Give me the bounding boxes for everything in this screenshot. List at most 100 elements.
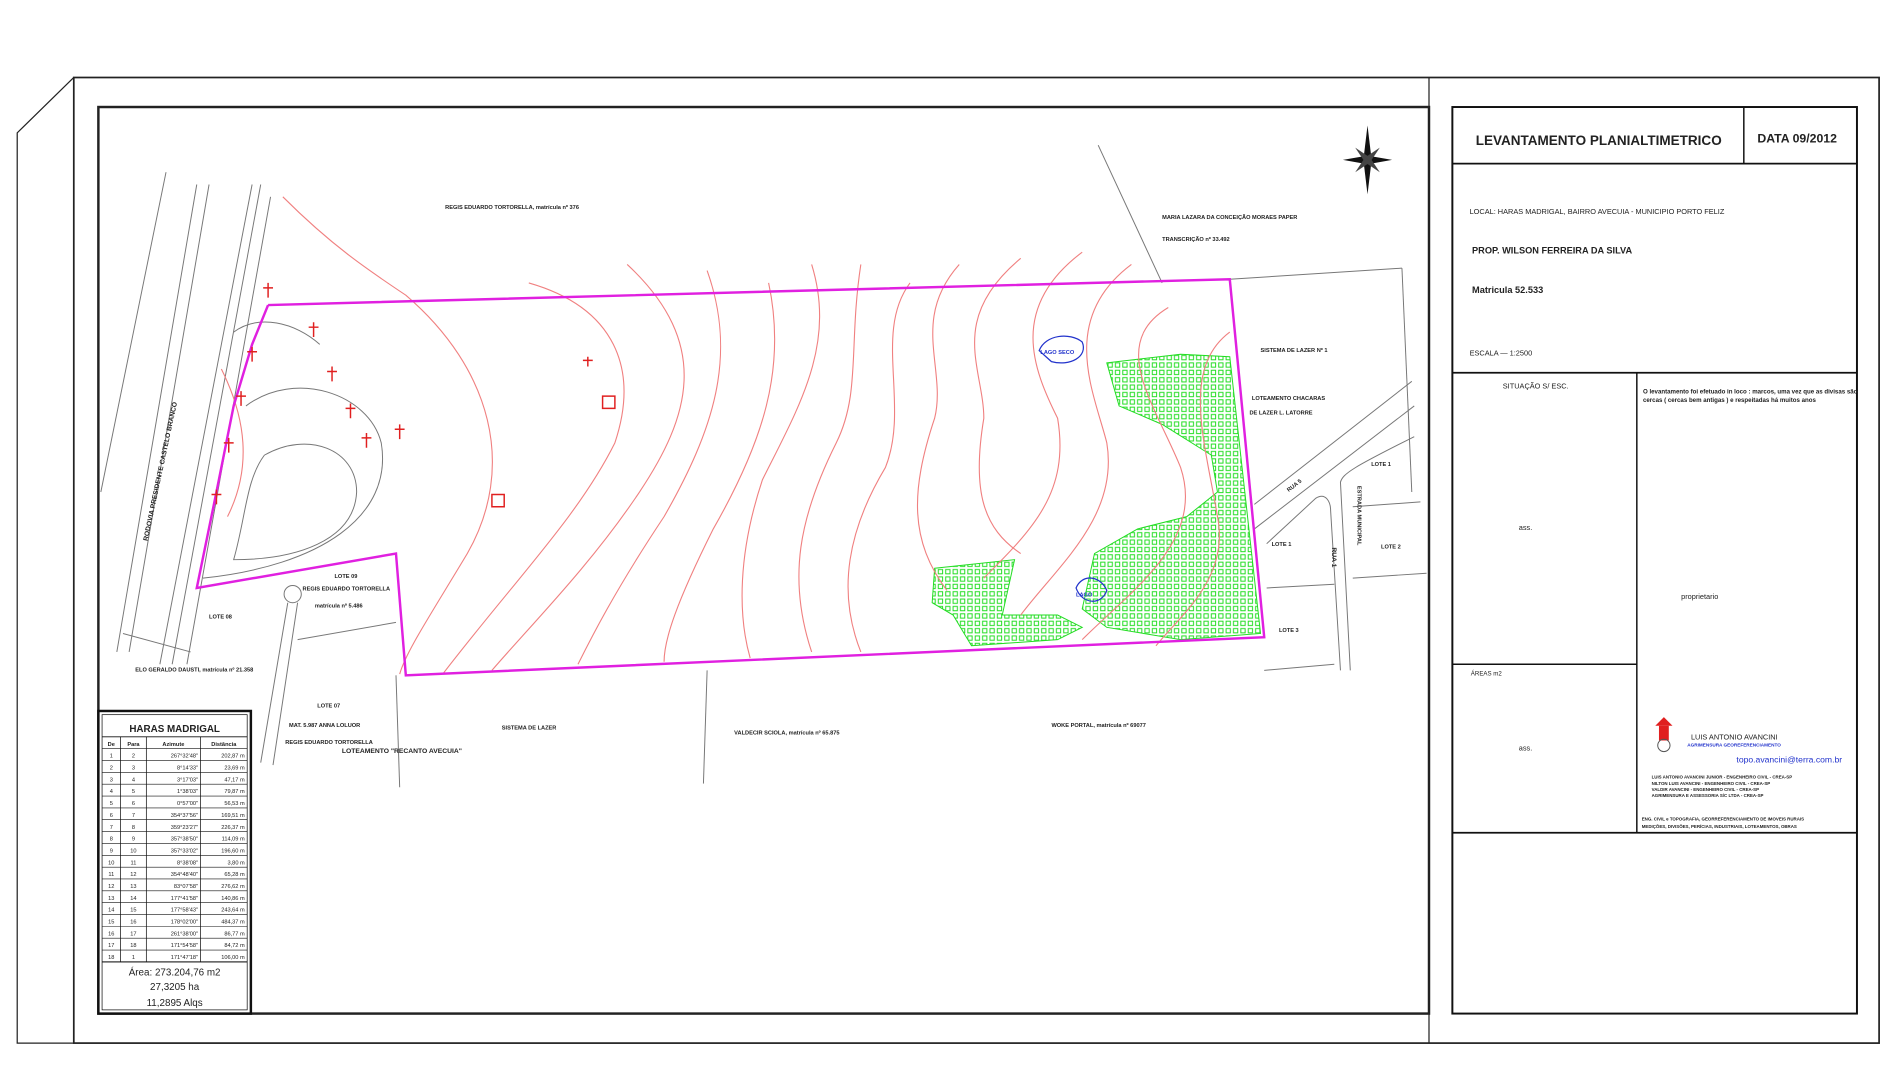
map-labels: REGIS EDUARDO TORTORELLA, matrícula nº 3… [135,205,1401,755]
table-cell: 354°37'56" [171,813,198,819]
table-cell: 83°07'58" [174,884,198,890]
table-header: Azimute [162,742,184,748]
label-lot-1b: LOTE 1 [1272,542,1292,548]
table-cell: 1 [110,754,113,760]
table-cell: 7 [132,813,135,819]
survey-note-2: cercas ( cercas bem antigas ) e respeita… [1643,397,1817,404]
table-cell: 114,09 m [222,837,245,843]
table-cell: 3 [132,766,135,772]
scale: ESCALA — 1:2500 [1470,348,1533,357]
table-cell: 14 [130,896,136,902]
contour-lines [220,196,1231,675]
credit-3: VALDIR AVANCINI - ENGENHEIRO CIVIL - CRE… [1652,787,1760,792]
table-cell: 226,37 m [221,825,245,831]
table-cell: 484,37 m [221,920,245,926]
table-cell: 140,86 m [221,896,245,902]
table-cell: 10 [130,848,136,854]
label-lot-07-reg: MAT. 5.987 ANNA LOLUOR [289,723,360,729]
table-cell: 15 [108,920,114,926]
table-cell: 5 [110,801,113,807]
table-cell: 261°38'00" [171,931,198,937]
table-cell: 0°57'00" [177,801,198,807]
table-cell: 13 [130,884,136,890]
table-cell: 2 [110,766,113,772]
table-cell: 3,80 m [227,860,245,866]
table-cell: 202,87 m [221,754,245,760]
credit-4: AGRIMENSURA E ASSESSORIA S/C LTDA - CREA… [1652,793,1764,798]
company-email[interactable]: topo.avancini@terra.com.br [1736,755,1842,765]
table-cell: 177°41'58" [171,896,198,902]
table-cell: 357°33'02" [171,848,198,854]
table-cell: 354°48'40" [171,872,198,878]
lakes [1038,335,1108,602]
north-arrow-icon [1342,125,1393,195]
table-cell: 15 [130,908,136,914]
label-lot-2: LOTE 2 [1381,545,1401,551]
label-lake: LAGO [1076,593,1093,599]
label-south-owner-2: WOKE PORTAL, matrícula nº 69077 [1051,723,1145,729]
label-allotment-2: DE LAZER L. LATORRE [1249,411,1312,417]
table-cell: 171°47'18" [171,955,198,961]
table-cell: 1 [132,955,135,961]
table-cell: 84,72 m [224,943,245,949]
services-1: ENG. CIVIL e TOPOGRAFIA, GEORREFERENCIAM… [1642,816,1804,821]
table-cell: 8 [132,825,135,831]
table-cell: 169,51 m [221,813,245,819]
table-cell: 2 [132,754,135,760]
table-cell: 11 [131,860,137,866]
label-recanto: LOTEAMENTO "RECANTO AVECUIA" [342,748,462,755]
table-cell: 12 [130,872,136,878]
table-cell: 17 [108,943,114,949]
label-leisure-1: SISTEMA DE LAZER Nº 1 [1261,348,1328,354]
table-cell: 14 [108,908,114,914]
areas-label: ÁREAS m2 [1471,670,1503,677]
table-cell: 18 [108,955,114,961]
table-area-alq: 11,2895 Alqs [147,998,203,1009]
situation-label: SITUAÇÃO S/ ESC. [1503,382,1569,391]
table-cell: 79,87 m [224,789,245,795]
table-cell: 3°17'03" [177,777,198,783]
table-cell: 47,17 m [224,777,245,783]
table-cell: 276,62 m [221,884,245,890]
label-lot-08: LOTE 08 [209,615,232,621]
company-sub: AGRIMENSURA GEOREFERENCIAMENTO [1687,743,1781,748]
table-cell: 5 [132,789,135,795]
table-title: HARAS MADRIGAL [129,724,220,735]
registry: Matricula 52.533 [1472,285,1543,295]
sheet-frame [16,76,1880,1044]
label-lot-09: LOTE 09 [334,574,357,580]
table-cell: 6 [110,813,113,819]
owner-label: proprietario [1681,592,1718,601]
label-lot-09-owner: REGIS EDUARDO TORTORELLA [303,586,391,592]
highway [100,172,272,665]
signature-1: ass. [1519,523,1532,532]
signature-2: ass. [1519,743,1532,752]
table-cell: 86,77 m [224,931,245,937]
company-name: LUIS ANTONIO AVANCINI [1691,732,1778,741]
table-cell: 11 [108,872,114,878]
property-boundary [195,277,1266,677]
survey-markers [211,282,616,508]
label-north-owner: REGIS EDUARDO TORTORELLA, matrícula nº 3… [445,205,579,211]
table-cell: 267°32'48" [171,754,198,760]
services-2: MEDIÇÕES, DIVISÕES, PERÍCIAS, INDUSTRIAI… [1642,822,1797,829]
table-cell: 23,69 m [224,766,245,772]
label-allotment-1: LOTEAMENTO CHACARAS [1252,396,1325,402]
table-header: Para [127,742,140,748]
drawing-date: DATA 09/2012 [1757,132,1837,146]
table-cell: 12 [108,884,114,890]
table-cell: 16 [108,931,114,937]
table-cell: 106,00 m [221,955,245,961]
vegetation-areas [931,353,1262,647]
label-lot-1a: LOTE 1 [1371,462,1391,468]
label-west-owner: ELO GERALDO DAUSTI, matrícula nº 21.358 [135,668,253,674]
table-cell: 8°14'33" [177,766,198,772]
table-cell: 17 [130,931,136,937]
table-cell: 65,28 m [224,872,245,878]
label-lot-07-owner: REGIS EDUARDO TORTORELLA [285,740,373,746]
table-cell: 9 [110,848,113,854]
table-header: Distância [211,742,237,748]
table-area-m2: Área: 273.204,76 m2 [129,967,221,978]
table-header: De [108,742,115,748]
table-cell: 56,53 m [224,801,245,807]
